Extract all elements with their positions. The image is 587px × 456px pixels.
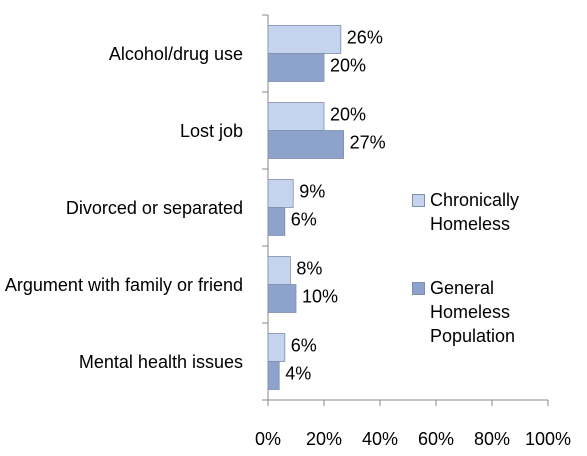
bar bbox=[267, 207, 286, 236]
bar bbox=[267, 333, 286, 362]
legend-swatch bbox=[412, 194, 425, 207]
legend-label: General Homeless Population bbox=[430, 278, 516, 346]
x-tick-label: 20% bbox=[306, 429, 342, 449]
value-label: 9% bbox=[299, 181, 325, 201]
value-label: 4% bbox=[285, 363, 311, 383]
x-tick-label: 60% bbox=[418, 429, 454, 449]
bar bbox=[267, 256, 291, 285]
value-label: 20% bbox=[330, 55, 366, 75]
value-label: 27% bbox=[350, 132, 386, 152]
value-label: 10% bbox=[302, 286, 338, 306]
bar bbox=[267, 53, 325, 82]
legend-label: Chronically Homeless bbox=[430, 190, 520, 234]
x-tick-label: 0% bbox=[255, 429, 281, 449]
legend-swatch bbox=[412, 282, 425, 295]
bar bbox=[267, 102, 325, 131]
x-tick-label: 80% bbox=[474, 429, 510, 449]
bar bbox=[267, 25, 342, 54]
bar bbox=[267, 179, 294, 208]
x-tick-label: 40% bbox=[362, 429, 398, 449]
category-label: Mental health issues bbox=[78, 351, 243, 372]
x-tick-label: 100% bbox=[525, 429, 571, 449]
category-label: Alcohol/drug use bbox=[108, 43, 243, 64]
category-label: Divorced or separated bbox=[65, 197, 243, 218]
category-label: Lost job bbox=[179, 120, 243, 141]
value-label: 6% bbox=[291, 209, 317, 229]
value-label: 26% bbox=[347, 27, 383, 47]
value-label: 8% bbox=[296, 258, 322, 278]
bar bbox=[267, 130, 344, 159]
bar bbox=[267, 361, 280, 390]
bar bbox=[267, 284, 297, 313]
value-label: 20% bbox=[330, 104, 366, 124]
category-label: Argument with family or friend bbox=[4, 274, 243, 295]
value-label: 6% bbox=[291, 335, 317, 355]
